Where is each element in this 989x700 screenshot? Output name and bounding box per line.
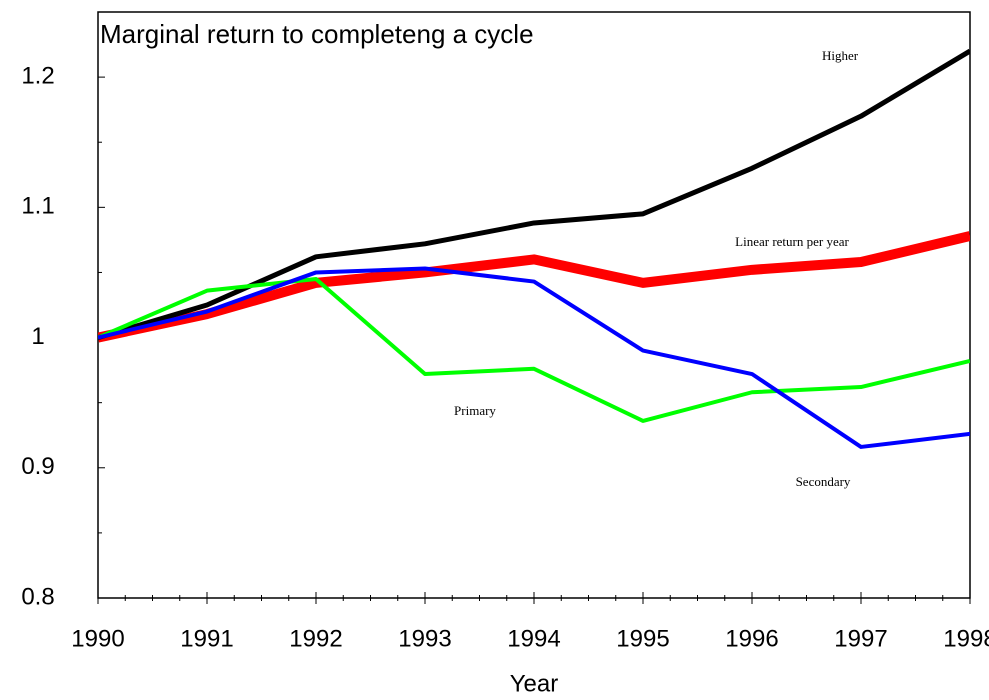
x-tick-label: 1996 <box>725 625 778 652</box>
series-line <box>98 266 970 449</box>
series-label: Higher <box>822 48 859 63</box>
series-label: Secondary <box>796 474 851 489</box>
series-label: Primary <box>454 403 496 418</box>
chart-title: Marginal return to completeng a cycle <box>100 19 534 49</box>
y-tick-label: 1 <box>31 323 44 350</box>
series-line <box>98 48 970 340</box>
series-line <box>98 276 970 423</box>
x-axis-label: Year <box>510 670 559 697</box>
x-tick-label: 1992 <box>289 625 342 652</box>
series-label: Linear return per year <box>735 234 849 249</box>
y-tick-label: 1.2 <box>21 62 54 89</box>
y-tick-label: 0.9 <box>21 453 54 480</box>
series-line <box>98 231 970 343</box>
y-tick-label: 0.8 <box>21 583 54 610</box>
x-tick-label: 1995 <box>616 625 669 652</box>
x-tick-label: 1993 <box>398 625 451 652</box>
x-tick-label: 1994 <box>507 625 560 652</box>
y-tick-label: 1.1 <box>21 193 54 220</box>
x-tick-label: 1998 <box>943 625 989 652</box>
x-tick-label: 1991 <box>180 625 233 652</box>
x-tick-label: 1997 <box>834 625 887 652</box>
x-tick-label: 1990 <box>71 625 124 652</box>
